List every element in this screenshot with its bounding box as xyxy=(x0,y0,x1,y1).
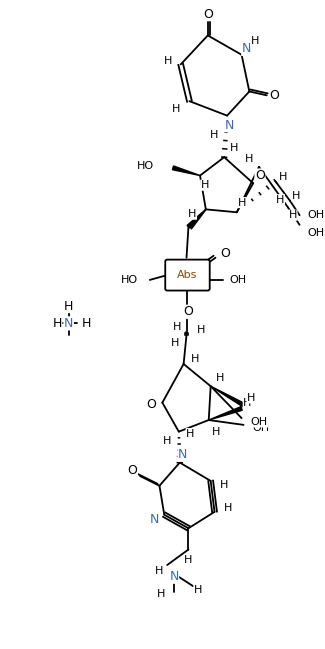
Text: N: N xyxy=(150,513,159,526)
Text: OH: OH xyxy=(251,417,267,427)
Text: H: H xyxy=(201,180,209,190)
Text: N: N xyxy=(178,448,187,461)
Text: O: O xyxy=(184,305,193,318)
Text: O: O xyxy=(127,464,137,477)
Text: N: N xyxy=(169,570,179,583)
Text: H: H xyxy=(245,154,254,164)
Text: O: O xyxy=(220,247,230,260)
Text: H: H xyxy=(224,503,232,513)
Text: O: O xyxy=(146,398,156,411)
Text: H: H xyxy=(292,191,300,201)
Text: H: H xyxy=(157,589,165,599)
Text: H: H xyxy=(81,317,91,330)
Text: H: H xyxy=(243,398,252,408)
Polygon shape xyxy=(187,210,206,228)
Text: H: H xyxy=(247,393,255,403)
Text: H: H xyxy=(164,56,172,66)
Text: H: H xyxy=(279,171,287,182)
Text: H: H xyxy=(237,197,246,208)
Text: O: O xyxy=(203,8,213,21)
Text: H: H xyxy=(171,337,179,348)
Text: HO: HO xyxy=(136,161,154,171)
Text: H: H xyxy=(289,210,297,220)
Polygon shape xyxy=(209,407,242,420)
Polygon shape xyxy=(173,166,200,175)
Text: H: H xyxy=(216,373,225,384)
Text: H: H xyxy=(220,480,228,490)
Polygon shape xyxy=(211,386,245,407)
Text: O: O xyxy=(255,169,265,182)
Text: H: H xyxy=(194,585,202,595)
Text: H: H xyxy=(163,436,171,447)
Text: H: H xyxy=(188,209,197,219)
Text: H: H xyxy=(209,130,218,140)
Text: N: N xyxy=(224,119,234,132)
Text: H: H xyxy=(186,428,195,439)
Text: N: N xyxy=(64,317,73,330)
Text: OH: OH xyxy=(307,228,324,238)
Text: H: H xyxy=(212,426,221,437)
Text: H: H xyxy=(184,555,193,565)
Text: H: H xyxy=(64,299,73,313)
Text: OH: OH xyxy=(307,210,324,220)
Text: H: H xyxy=(230,143,238,153)
Text: H: H xyxy=(173,323,181,332)
Text: OH: OH xyxy=(253,422,269,433)
FancyBboxPatch shape xyxy=(165,260,210,291)
Text: H: H xyxy=(191,354,200,364)
Text: H: H xyxy=(251,36,259,46)
Text: H: H xyxy=(52,317,62,330)
Text: H: H xyxy=(155,566,164,576)
Text: Abs: Abs xyxy=(177,270,198,280)
Text: HO: HO xyxy=(121,275,138,285)
Text: H: H xyxy=(172,104,180,114)
Text: OH: OH xyxy=(229,275,246,285)
Text: N: N xyxy=(242,42,251,55)
Text: H: H xyxy=(197,325,205,335)
Text: O: O xyxy=(269,89,280,102)
Text: H: H xyxy=(276,195,284,204)
